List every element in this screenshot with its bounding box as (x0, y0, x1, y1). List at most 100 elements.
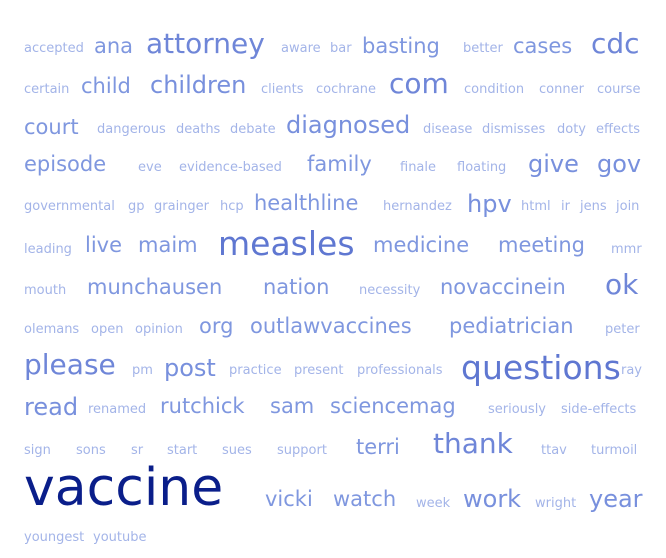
word-link[interactable]: read (24, 393, 79, 421)
word-link[interactable]: disease (423, 122, 473, 137)
word-link[interactable]: seriously (488, 402, 546, 417)
word-link[interactable]: year (589, 485, 643, 513)
word-link[interactable]: gov (597, 150, 642, 178)
word-link[interactable]: finale (400, 160, 437, 175)
word-link[interactable]: vicki (265, 487, 313, 511)
word-link[interactable]: ray (621, 363, 643, 378)
word-link[interactable]: outlawvaccines (250, 314, 412, 338)
word-link[interactable]: accepted (24, 41, 84, 56)
word-link[interactable]: family (307, 152, 372, 176)
word-link[interactable]: leading (24, 242, 72, 257)
word-link[interactable]: governmental (24, 199, 115, 214)
word-link[interactable]: sues (222, 443, 252, 458)
word-link[interactable]: live (85, 233, 123, 257)
word-link[interactable]: eve (138, 160, 162, 175)
word-link[interactable]: medicine (373, 233, 470, 257)
word-link[interactable]: necessity (359, 283, 421, 298)
word-link[interactable]: hcp (220, 199, 244, 214)
word-link[interactable]: opinion (135, 322, 183, 337)
word-link[interactable]: ir (561, 199, 570, 214)
word-link[interactable]: thank (433, 427, 513, 460)
word-link[interactable]: turmoil (591, 443, 638, 458)
word-link[interactable]: practice (229, 363, 282, 378)
word-link[interactable]: grainger (154, 199, 210, 214)
word-link[interactable]: open (91, 322, 124, 337)
word-link[interactable]: give (528, 150, 579, 178)
word-link[interactable]: mmr (611, 242, 642, 257)
word-link[interactable]: basting (362, 34, 440, 58)
word-link[interactable]: better (463, 41, 503, 56)
word-link[interactable]: wright (535, 496, 577, 511)
word-link[interactable]: bar (330, 41, 352, 56)
word-link[interactable]: side-effects (561, 402, 637, 417)
word-link[interactable]: html (521, 199, 551, 214)
word-link[interactable]: sons (76, 443, 106, 458)
word-link[interactable]: course (597, 82, 641, 97)
word-link[interactable]: post (164, 354, 216, 382)
word-link[interactable]: sciencemag (330, 394, 456, 418)
word-link[interactable]: pm (132, 363, 153, 378)
word-link[interactable]: cdc (591, 27, 640, 60)
word-link[interactable]: professionals (357, 363, 443, 378)
word-link[interactable]: questions (461, 348, 621, 387)
word-link[interactable]: gp (128, 199, 145, 214)
word-link[interactable]: child (81, 74, 131, 98)
word-link[interactable]: ok (605, 268, 639, 301)
word-link[interactable]: dangerous (97, 122, 166, 137)
word-link[interactable]: hernandez (383, 199, 452, 214)
word-link[interactable]: deaths (176, 122, 221, 137)
word-link[interactable]: evidence-based (179, 160, 282, 175)
word-link[interactable]: mouth (24, 283, 67, 298)
word-link[interactable]: sr (131, 443, 144, 458)
word-link[interactable]: join (616, 199, 640, 214)
word-link[interactable]: effects (596, 122, 640, 137)
word-link[interactable]: measles (218, 224, 355, 263)
word-link[interactable]: olemans (24, 322, 80, 337)
word-link[interactable]: certain (24, 82, 70, 97)
word-link[interactable]: present (294, 363, 344, 378)
word-link[interactable]: aware (281, 41, 321, 56)
word-link[interactable]: clients (261, 82, 304, 97)
word-link[interactable]: ttav (541, 443, 567, 458)
word-link[interactable]: sign (24, 443, 51, 458)
word-link[interactable]: conner (539, 82, 584, 97)
word-link[interactable]: week (416, 496, 451, 511)
word-link[interactable]: org (199, 314, 234, 338)
word-link[interactable]: cases (513, 34, 573, 58)
word-link[interactable]: episode (24, 152, 107, 176)
word-link[interactable]: cochrane (316, 82, 377, 97)
word-link[interactable]: com (389, 67, 449, 100)
word-link[interactable]: court (24, 115, 79, 139)
word-link[interactable]: youngest (24, 530, 85, 545)
word-link[interactable]: nation (263, 275, 330, 299)
word-link[interactable]: healthline (254, 191, 359, 215)
word-link[interactable]: attorney (146, 27, 265, 60)
word-link[interactable]: doty (557, 122, 586, 137)
word-link[interactable]: debate (230, 122, 276, 137)
word-link[interactable]: support (277, 443, 327, 458)
word-link[interactable]: vaccine (24, 458, 224, 518)
word-link[interactable]: ana (94, 34, 134, 58)
word-link[interactable]: youtube (93, 530, 147, 545)
word-link[interactable]: floating (457, 160, 507, 175)
word-link[interactable]: sam (270, 394, 315, 418)
word-link[interactable]: novaccinein (440, 275, 566, 299)
word-link[interactable]: watch (333, 487, 397, 511)
word-link[interactable]: diagnosed (286, 111, 411, 139)
word-link[interactable]: meeting (498, 233, 586, 257)
word-link[interactable]: rutchick (160, 394, 245, 418)
word-link[interactable]: terri (356, 435, 400, 459)
word-link[interactable]: start (167, 443, 198, 458)
word-link[interactable]: peter (605, 322, 640, 337)
word-link[interactable]: work (463, 485, 522, 513)
word-link[interactable]: hpv (467, 190, 512, 218)
word-link[interactable]: pediatrician (449, 314, 574, 338)
word-link[interactable]: munchausen (87, 275, 223, 299)
word-link[interactable]: jens (580, 199, 607, 214)
word-link[interactable]: please (24, 348, 116, 381)
word-link[interactable]: renamed (88, 402, 147, 417)
word-link[interactable]: dismisses (482, 122, 546, 137)
word-link[interactable]: children (150, 71, 247, 99)
word-link[interactable]: condition (464, 82, 525, 97)
word-link[interactable]: maim (138, 233, 198, 257)
